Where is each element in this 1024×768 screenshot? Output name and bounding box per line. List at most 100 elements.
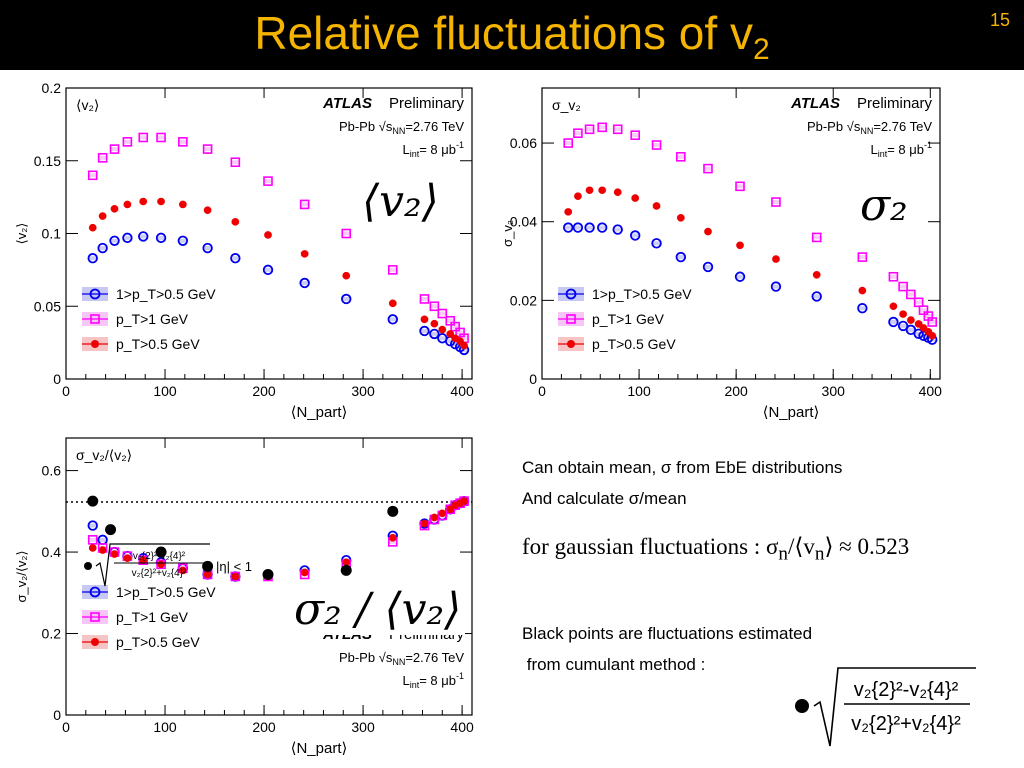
systematic-band — [564, 141, 573, 146]
atlas-name: ATLAS — [322, 95, 372, 112]
systematic-band — [456, 330, 465, 335]
data-point-blue — [612, 224, 623, 235]
legend: 1>p_T>0.5 GeV p_T>1 GeV p_T>0.5 GeV — [558, 286, 692, 352]
y-inside-label: σ_v₂ — [552, 97, 581, 113]
data-point-magenta — [429, 301, 440, 312]
data-point-red — [613, 188, 622, 197]
data-point-blue — [387, 314, 398, 325]
data-point-blue — [702, 261, 714, 273]
legend-label-magenta: p_T>1 GeV — [592, 311, 665, 327]
systematic-band — [231, 160, 240, 165]
systematic-band — [564, 225, 573, 230]
systematic-band — [139, 135, 148, 140]
x-tick-label: 300 — [822, 383, 846, 399]
gaussian-formula: for gaussian fluctuations : σn/⟨vn⟩ ≈ 0.… — [522, 534, 909, 566]
note-black1: Black points are fluctuations estimated — [522, 624, 813, 643]
data-point-red — [736, 241, 744, 250]
data-point-blue — [202, 242, 213, 254]
systematic-band — [88, 537, 97, 542]
data-point-black — [202, 560, 214, 572]
data-point-red — [98, 212, 107, 220]
data-point-magenta — [857, 252, 868, 262]
atlas-system: Pb-Pb √sNN=2.76 TeV — [339, 650, 464, 667]
data-point-blue — [584, 222, 595, 233]
systematic-band — [703, 264, 712, 269]
atlas-preliminary: Preliminary — [389, 95, 465, 112]
systematic-band — [438, 336, 447, 341]
systematic-band — [264, 179, 273, 184]
data-point-red — [88, 223, 97, 232]
data-point-red — [203, 206, 212, 215]
x-tick-label: 200 — [252, 719, 276, 735]
x-tick-label: 100 — [153, 383, 177, 399]
data-point-magenta — [888, 271, 899, 282]
data-point-red — [179, 566, 187, 575]
systematic-band — [573, 225, 582, 230]
y-tick-label: 0.2 — [42, 626, 62, 642]
x-tick-label: 300 — [351, 719, 375, 735]
y-inside-label: σ_v₂/⟨v₂⟩ — [76, 447, 132, 463]
systematic-band — [914, 331, 923, 336]
note-line2: And calculate σ/mean — [522, 489, 687, 508]
systematic-band — [300, 202, 309, 207]
data-point-magenta — [122, 137, 133, 147]
y-tick-label: 0.06 — [510, 135, 537, 151]
data-point-magenta — [419, 294, 430, 304]
systematic-band — [451, 324, 460, 329]
systematic-band — [585, 127, 594, 132]
y-tick-label: 0 — [53, 371, 61, 387]
data-point-magenta — [676, 152, 686, 162]
data-point-magenta — [771, 197, 781, 207]
data-point-magenta — [87, 170, 98, 181]
data-point-magenta — [927, 317, 938, 327]
systematic-band — [928, 319, 937, 324]
data-point-magenta — [450, 321, 460, 332]
systematic-band — [264, 267, 273, 272]
data-point-red — [430, 513, 439, 522]
data-point-red — [231, 572, 240, 581]
systematic-band — [889, 319, 898, 324]
x-axis-label: ⟨N_part⟩ — [763, 404, 820, 421]
data-point-red — [585, 186, 594, 195]
systematic-band — [451, 342, 460, 347]
data-point-blue — [341, 293, 352, 305]
legend-marker — [91, 340, 99, 348]
data-point-red — [438, 325, 447, 334]
data-point-blue — [419, 325, 430, 337]
data-point-magenta — [913, 297, 924, 308]
data-point-black — [87, 495, 99, 507]
data-point-red — [88, 544, 97, 552]
gaussian-text: for gaussian fluctuations : σ — [522, 534, 779, 559]
systematic-band — [98, 537, 107, 542]
systematic-band — [652, 241, 661, 246]
systematic-band — [631, 233, 640, 238]
systematic-band — [889, 274, 898, 279]
x-tick-label: 400 — [450, 383, 474, 399]
systematic-band — [420, 328, 429, 333]
systematic-band — [924, 314, 933, 319]
y-tick-label: 0.04 — [510, 214, 537, 230]
systematic-band — [598, 225, 607, 230]
chart-mean-v2: 0 100 200 300 400 0 0.05 0.1 0.15 0.2 ⟨N_part⟩ ⟨v₂⟩… — [14, 80, 474, 421]
sqrt-sign — [813, 667, 976, 747]
systematic-band — [438, 311, 447, 316]
systematic-band — [899, 323, 908, 328]
data-point-blue — [913, 328, 924, 339]
legend: 1>p_T>0.5 GeV p_T>1 GeV p_T>0.5 GeV v₂{2}²-… — [82, 543, 252, 650]
systematic-band — [88, 256, 97, 261]
x-tick-label: 0 — [62, 719, 70, 735]
data-point-magenta — [630, 130, 640, 140]
data-point-red — [446, 330, 455, 338]
data-point-magenta — [87, 535, 98, 545]
ratio-symbol: σ₂ / ⟨v₂⟩ — [290, 584, 466, 635]
systematic-band — [613, 227, 622, 232]
data-point-blue — [675, 251, 687, 263]
x-tick-label: 0 — [62, 383, 70, 399]
data-point-magenta — [703, 163, 713, 174]
data-point-blue — [429, 328, 440, 340]
legend-marker-cumulant — [84, 562, 92, 570]
x-tick-label: 100 — [627, 383, 651, 399]
note-black2: from cumulant method : — [522, 655, 706, 674]
data-point-magenta — [138, 555, 149, 566]
